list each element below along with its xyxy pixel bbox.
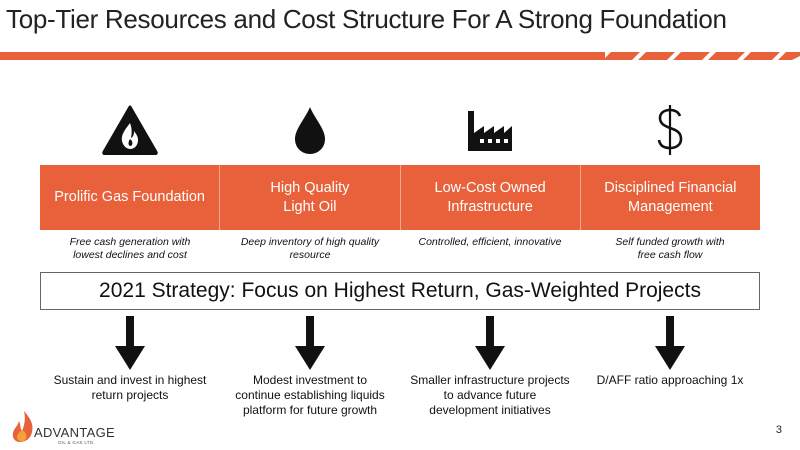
factory-icon — [400, 95, 580, 165]
pillar-label-oil: High Quality Light Oil — [220, 165, 401, 230]
arrow-down-icon — [40, 316, 220, 370]
pillar-label-financial: Disciplined Financial Management — [580, 165, 760, 230]
pillar-caption-infrastructure: Controlled, efficient, innovative — [418, 236, 562, 248]
pillar-captions: Free cash generation with lowest decline… — [40, 236, 760, 262]
dollar-icon — [580, 95, 760, 165]
outcome-financial: D/AFF ratio approaching 1x — [596, 373, 744, 387]
pillar-band: Prolific Gas Foundation High Quality Lig… — [40, 165, 760, 230]
pillar-icons — [40, 95, 760, 165]
down-arrows — [40, 316, 760, 370]
outcome-infrastructure: Smaller infrastructure projects to advan… — [410, 373, 570, 417]
outcomes: Sustain and invest in highest return pro… — [40, 373, 760, 418]
slide-title: Top-Tier Resources and Cost Structure Fo… — [6, 4, 727, 34]
logo-name: ADVANTAGE — [34, 425, 115, 440]
logo-tagline: OIL & GAS LTD. — [58, 440, 95, 445]
pillar-label-infrastructure: Low-Cost Owned Infrastructure — [400, 165, 581, 230]
header-stripe — [0, 52, 800, 60]
strategy-box: 2021 Strategy: Focus on Highest Return, … — [40, 272, 760, 310]
pillar-caption-oil: Deep inventory of high quality resource — [240, 236, 380, 261]
pillar-label-gas: Prolific Gas Foundation — [40, 165, 221, 230]
pillar-caption-financial: Self funded growth with free cash flow — [615, 236, 725, 261]
outcome-oil: Modest investment to continue establishi… — [235, 373, 385, 417]
arrow-down-icon — [580, 316, 760, 370]
arrow-down-icon — [400, 316, 580, 370]
company-logo: ADVANTAGE OIL & GAS LTD. — [10, 408, 120, 448]
page-number: 3 — [775, 424, 782, 436]
fire-warning-icon — [40, 95, 220, 165]
outcome-gas: Sustain and invest in highest return pro… — [53, 373, 207, 402]
arrow-down-icon — [220, 316, 400, 370]
oil-drop-icon — [220, 95, 400, 165]
pillar-caption-gas: Free cash generation with lowest decline… — [69, 236, 191, 261]
flame-logo-icon — [12, 411, 33, 442]
